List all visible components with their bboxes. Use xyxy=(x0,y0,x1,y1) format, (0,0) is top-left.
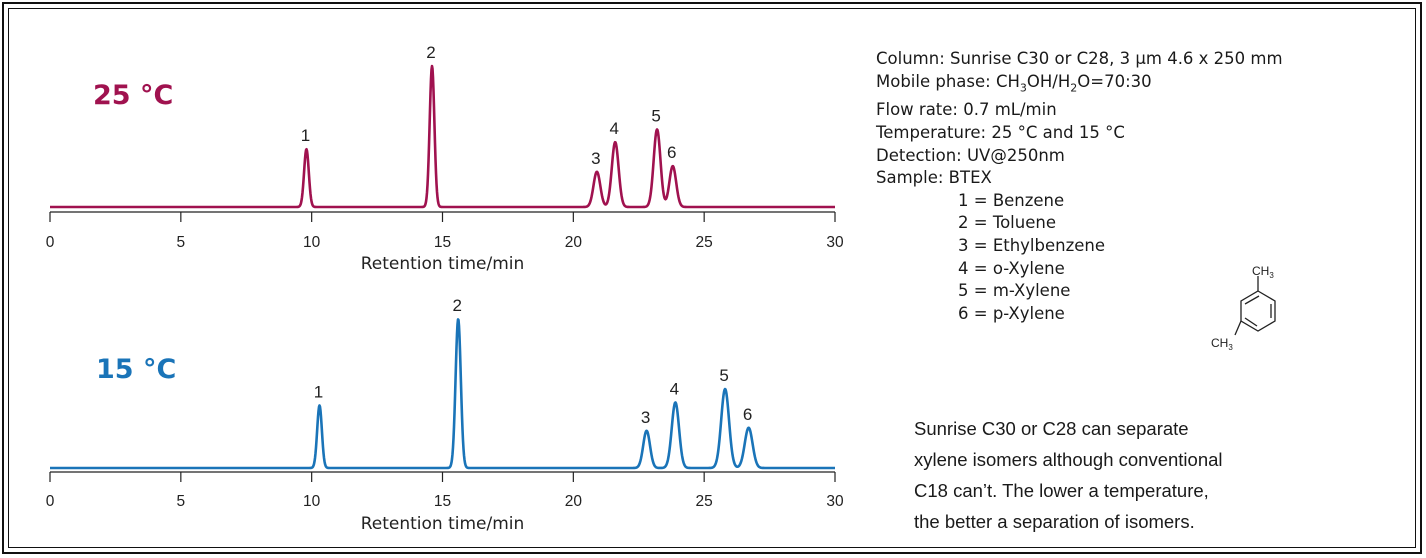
mobile-phase-info: Mobile phase: CH3OH/H2O=70:30 xyxy=(876,71,1152,94)
chart-title: 25 °C xyxy=(93,80,173,111)
peak-label-3: 3 xyxy=(641,408,650,427)
x-tick-label: 25 xyxy=(696,234,713,251)
x-tick-label: 30 xyxy=(826,493,844,510)
x-tick-label: 0 xyxy=(46,493,55,510)
compound-3: 3 = Ethylbenzene xyxy=(958,236,1106,256)
x-tick-label: 20 xyxy=(565,493,583,510)
conditions-panel: Column: Sunrise C30 or C28, 3 µm 4.6 x 2… xyxy=(876,48,1283,325)
x-tick-label: 30 xyxy=(826,234,844,251)
peak-label-5: 5 xyxy=(651,106,660,125)
note-line-3: C18 can’t. The lower a temperature, xyxy=(914,480,1209,501)
x-tick-label: 20 xyxy=(565,234,583,251)
x-tick-label: 15 xyxy=(434,234,451,251)
x-tick-label: 5 xyxy=(177,493,186,510)
x-tick-label: 0 xyxy=(46,234,55,251)
temperature-info: Temperature: 25 °C and 15 °C xyxy=(876,123,1125,143)
detection-info: Detection: UV@250nm xyxy=(876,145,1065,165)
compound-6: 6 = p-Xylene xyxy=(958,303,1065,323)
peak-label-4: 4 xyxy=(670,379,679,398)
note-line-2: xylene isomers although conventional xyxy=(914,449,1223,470)
x-tick-label: 25 xyxy=(696,493,713,510)
column-info: Column: Sunrise C30 or C28, 3 µm 4.6 x 2… xyxy=(876,49,1283,68)
m-xylene-structure xyxy=(1234,276,1276,336)
peak-label-6: 6 xyxy=(743,405,752,424)
peak-label-4: 4 xyxy=(609,119,618,138)
compound-4: 4 = o-Xylene xyxy=(958,258,1065,278)
flow-rate-info: Flow rate: 0.7 mL/min xyxy=(876,100,1057,120)
chromatogram-trace xyxy=(49,64,836,209)
peak-label-5: 5 xyxy=(719,366,728,385)
chromatogram-25c: 25 °C 0 5 10 15 20 25 30 Retention time/min 1 2 34 5… xyxy=(46,43,844,274)
peak-label-3: 3 xyxy=(591,149,600,168)
compound-5: 5 = m-Xylene xyxy=(958,281,1071,301)
compound-2: 2 = Toluene xyxy=(958,213,1056,233)
peak-label-1: 1 xyxy=(314,382,323,401)
inner-frame xyxy=(8,8,1416,548)
peak-label-6: 6 xyxy=(667,143,676,162)
methyl-label-top: CH3 xyxy=(1252,264,1274,280)
x-tick-label: 10 xyxy=(303,234,321,251)
x-tick-label: 10 xyxy=(303,493,321,510)
chromatogram-15c: 15 °C 0 5 10 15 20 25 30 Retention time/min 1 2 3 4 5… xyxy=(46,296,844,534)
chart-title: 15 °C xyxy=(96,354,176,385)
peak-label-2: 2 xyxy=(426,43,435,62)
note-line-4: the better a separation of isomers. xyxy=(914,511,1195,532)
methyl-label-bottom: CH3 xyxy=(1211,336,1233,352)
x-tick-label: 15 xyxy=(434,493,451,510)
x-axis-label: Retention time/min xyxy=(361,514,525,534)
x-axis-label: Retention time/min xyxy=(361,254,525,274)
sample-info: Sample: BTEX xyxy=(876,168,992,188)
compound-1: 1 = Benzene xyxy=(958,190,1065,210)
note-line-1: Sunrise C30 or C28 can separate xyxy=(914,418,1189,439)
separation-note: Sunrise C30 or C28 can separate xylene i… xyxy=(914,413,1384,537)
chromatogram-trace xyxy=(49,318,836,470)
peak-label-2: 2 xyxy=(452,296,461,315)
peak-label-1: 1 xyxy=(301,126,310,145)
x-tick-label: 5 xyxy=(177,234,186,251)
